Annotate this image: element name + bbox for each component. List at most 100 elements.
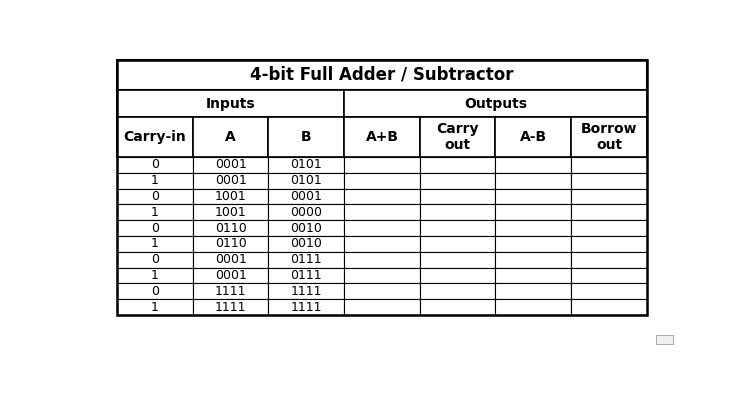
Text: 0: 0	[151, 190, 159, 203]
Bar	[496, 173, 572, 188]
Bar	[193, 204, 269, 220]
Bar	[117, 220, 193, 236]
Bar	[269, 220, 344, 236]
Bar	[193, 284, 269, 299]
Text: 0001: 0001	[215, 158, 246, 171]
Text: 0111: 0111	[291, 253, 322, 266]
Bar	[117, 204, 193, 220]
Bar	[656, 335, 673, 344]
Text: 0001: 0001	[215, 174, 246, 187]
Bar	[193, 173, 269, 188]
Text: 4-bit Full Adder / Subtractor: 4-bit Full Adder / Subtractor	[250, 66, 514, 84]
Text: Borrow
out: Borrow out	[581, 122, 637, 152]
Bar	[344, 90, 647, 117]
Bar	[344, 299, 420, 315]
Text: 0101: 0101	[291, 158, 322, 171]
Bar	[269, 204, 344, 220]
Bar	[572, 267, 647, 284]
Bar	[572, 173, 647, 188]
Bar	[269, 236, 344, 252]
Text: A+B: A+B	[366, 130, 399, 144]
Bar	[193, 236, 269, 252]
Bar	[496, 117, 572, 157]
Bar	[496, 188, 572, 204]
Bar	[420, 188, 496, 204]
Bar	[572, 252, 647, 267]
Text: 0101: 0101	[291, 174, 322, 187]
Text: 0110: 0110	[215, 237, 246, 250]
Text: 1: 1	[151, 269, 159, 282]
Bar	[193, 117, 269, 157]
Bar	[269, 267, 344, 284]
Bar	[269, 299, 344, 315]
Bar	[269, 117, 344, 157]
Bar	[344, 188, 420, 204]
Bar	[344, 284, 420, 299]
Bar	[572, 157, 647, 173]
Bar	[344, 267, 420, 284]
Text: 0: 0	[151, 158, 159, 171]
Bar	[420, 284, 496, 299]
Text: 0001: 0001	[215, 253, 246, 266]
Bar	[117, 60, 647, 90]
Bar	[269, 157, 344, 173]
Bar	[572, 117, 647, 157]
Text: 1111: 1111	[215, 285, 246, 298]
Bar	[572, 204, 647, 220]
Text: Carry
out: Carry out	[436, 122, 479, 152]
Bar	[117, 299, 193, 315]
Bar	[269, 284, 344, 299]
Bar	[496, 204, 572, 220]
Text: 0001: 0001	[215, 269, 246, 282]
Bar	[344, 236, 420, 252]
Bar	[496, 299, 572, 315]
Bar	[269, 188, 344, 204]
Bar	[420, 157, 496, 173]
Text: 1111: 1111	[291, 301, 322, 314]
Bar	[193, 157, 269, 173]
Text: 1111: 1111	[291, 285, 322, 298]
Text: 1001: 1001	[215, 206, 246, 219]
Bar	[193, 252, 269, 267]
Text: B: B	[301, 130, 312, 144]
Bar	[344, 220, 420, 236]
Bar	[420, 236, 496, 252]
Bar	[496, 236, 572, 252]
Bar	[496, 157, 572, 173]
Bar	[269, 173, 344, 188]
Bar	[117, 236, 193, 252]
Bar	[572, 220, 647, 236]
Bar	[117, 157, 193, 173]
Bar	[496, 267, 572, 284]
Text: 1: 1	[151, 301, 159, 314]
Text: 1001: 1001	[215, 190, 246, 203]
Text: 1111: 1111	[215, 301, 246, 314]
Bar	[572, 188, 647, 204]
Bar	[420, 299, 496, 315]
Bar	[193, 220, 269, 236]
Text: 0000: 0000	[291, 206, 322, 219]
Bar	[269, 252, 344, 267]
Bar	[420, 173, 496, 188]
Text: Carry-in: Carry-in	[124, 130, 186, 144]
Bar	[117, 90, 344, 117]
Text: 1: 1	[151, 206, 159, 219]
Bar	[344, 204, 420, 220]
Bar	[193, 299, 269, 315]
Bar	[572, 299, 647, 315]
Bar	[572, 284, 647, 299]
Bar	[420, 267, 496, 284]
Bar	[117, 252, 193, 267]
Text: 0: 0	[151, 285, 159, 298]
Text: A: A	[225, 130, 236, 144]
Bar	[496, 284, 572, 299]
Text: 0010: 0010	[291, 237, 322, 250]
Bar	[344, 173, 420, 188]
Text: 1: 1	[151, 237, 159, 250]
Bar	[420, 220, 496, 236]
Bar	[117, 60, 647, 315]
Text: Inputs: Inputs	[206, 97, 255, 111]
Bar	[496, 252, 572, 267]
Bar	[496, 220, 572, 236]
Bar	[344, 117, 420, 157]
